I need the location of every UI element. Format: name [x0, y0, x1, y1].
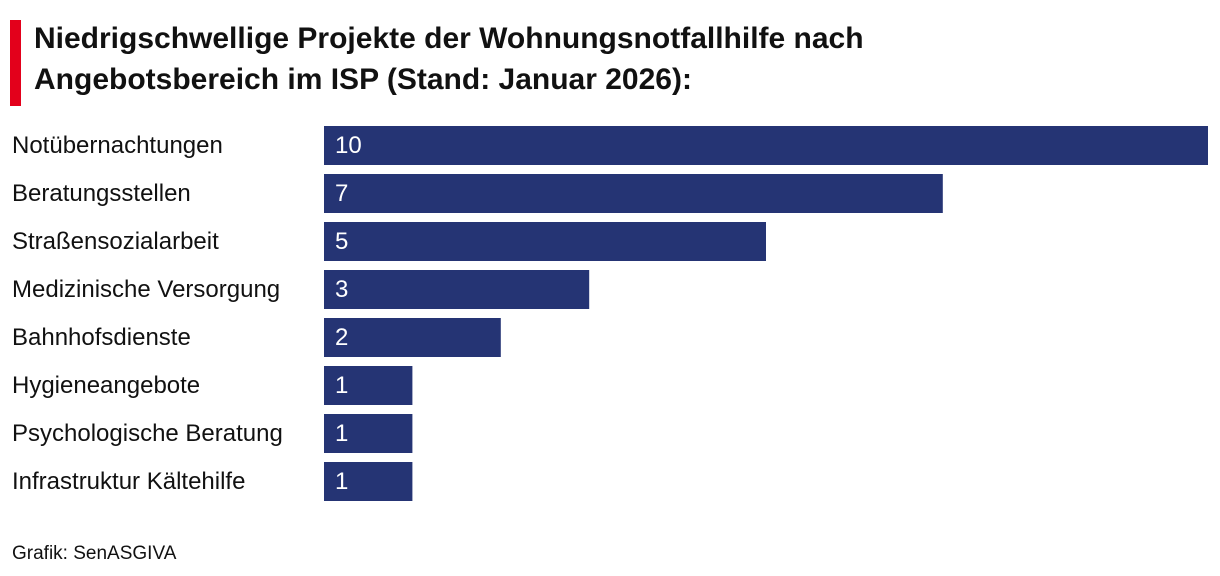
bar	[324, 414, 413, 453]
bar-value-label: 1	[335, 468, 348, 495]
bar-value-label: 3	[335, 276, 348, 303]
category-labels: Notübernachtungen Beratungsstellen Straßen…	[12, 132, 283, 495]
bar-value-label: 7	[335, 180, 348, 207]
bar	[324, 270, 590, 309]
bar-value-label: 5	[335, 228, 348, 255]
bar	[324, 462, 413, 501]
category-label: Beratungsstellen	[12, 180, 191, 207]
chart-title-line-2: Angebotsbereich im ISP (Stand: Januar 20…	[34, 63, 692, 96]
chart-title: Niedrigschwellige Projekte der Wohnungsn…	[34, 18, 1134, 100]
bar-value-label: 2	[335, 324, 348, 351]
chart-title-line-1: Niedrigschwellige Projekte der Wohnungsn…	[34, 22, 864, 55]
bar	[324, 174, 943, 213]
bar-value-label: 10	[335, 132, 362, 159]
bar	[324, 222, 766, 261]
source-credit: Grafik: SenASGIVA	[12, 543, 177, 564]
bar	[324, 366, 413, 405]
title-accent-bar	[10, 20, 21, 106]
bar	[324, 318, 501, 357]
category-label: Hygieneangebote	[12, 372, 200, 399]
bar-value-label: 1	[335, 372, 348, 399]
category-label: Straßensozialarbeit	[12, 228, 219, 255]
category-label: Infrastruktur Kältehilfe	[12, 468, 245, 495]
data-labels: 10 7 5 3 2 1 1 1	[335, 132, 362, 495]
bar-value-label: 1	[335, 420, 348, 447]
category-label: Psychologische Beratung	[12, 420, 283, 447]
category-label: Medizinische Versorgung	[12, 276, 280, 303]
category-label: Bahnhofsdienste	[12, 324, 191, 351]
bar	[324, 126, 1208, 165]
category-label: Notübernachtungen	[12, 132, 223, 159]
bars	[324, 126, 1208, 501]
